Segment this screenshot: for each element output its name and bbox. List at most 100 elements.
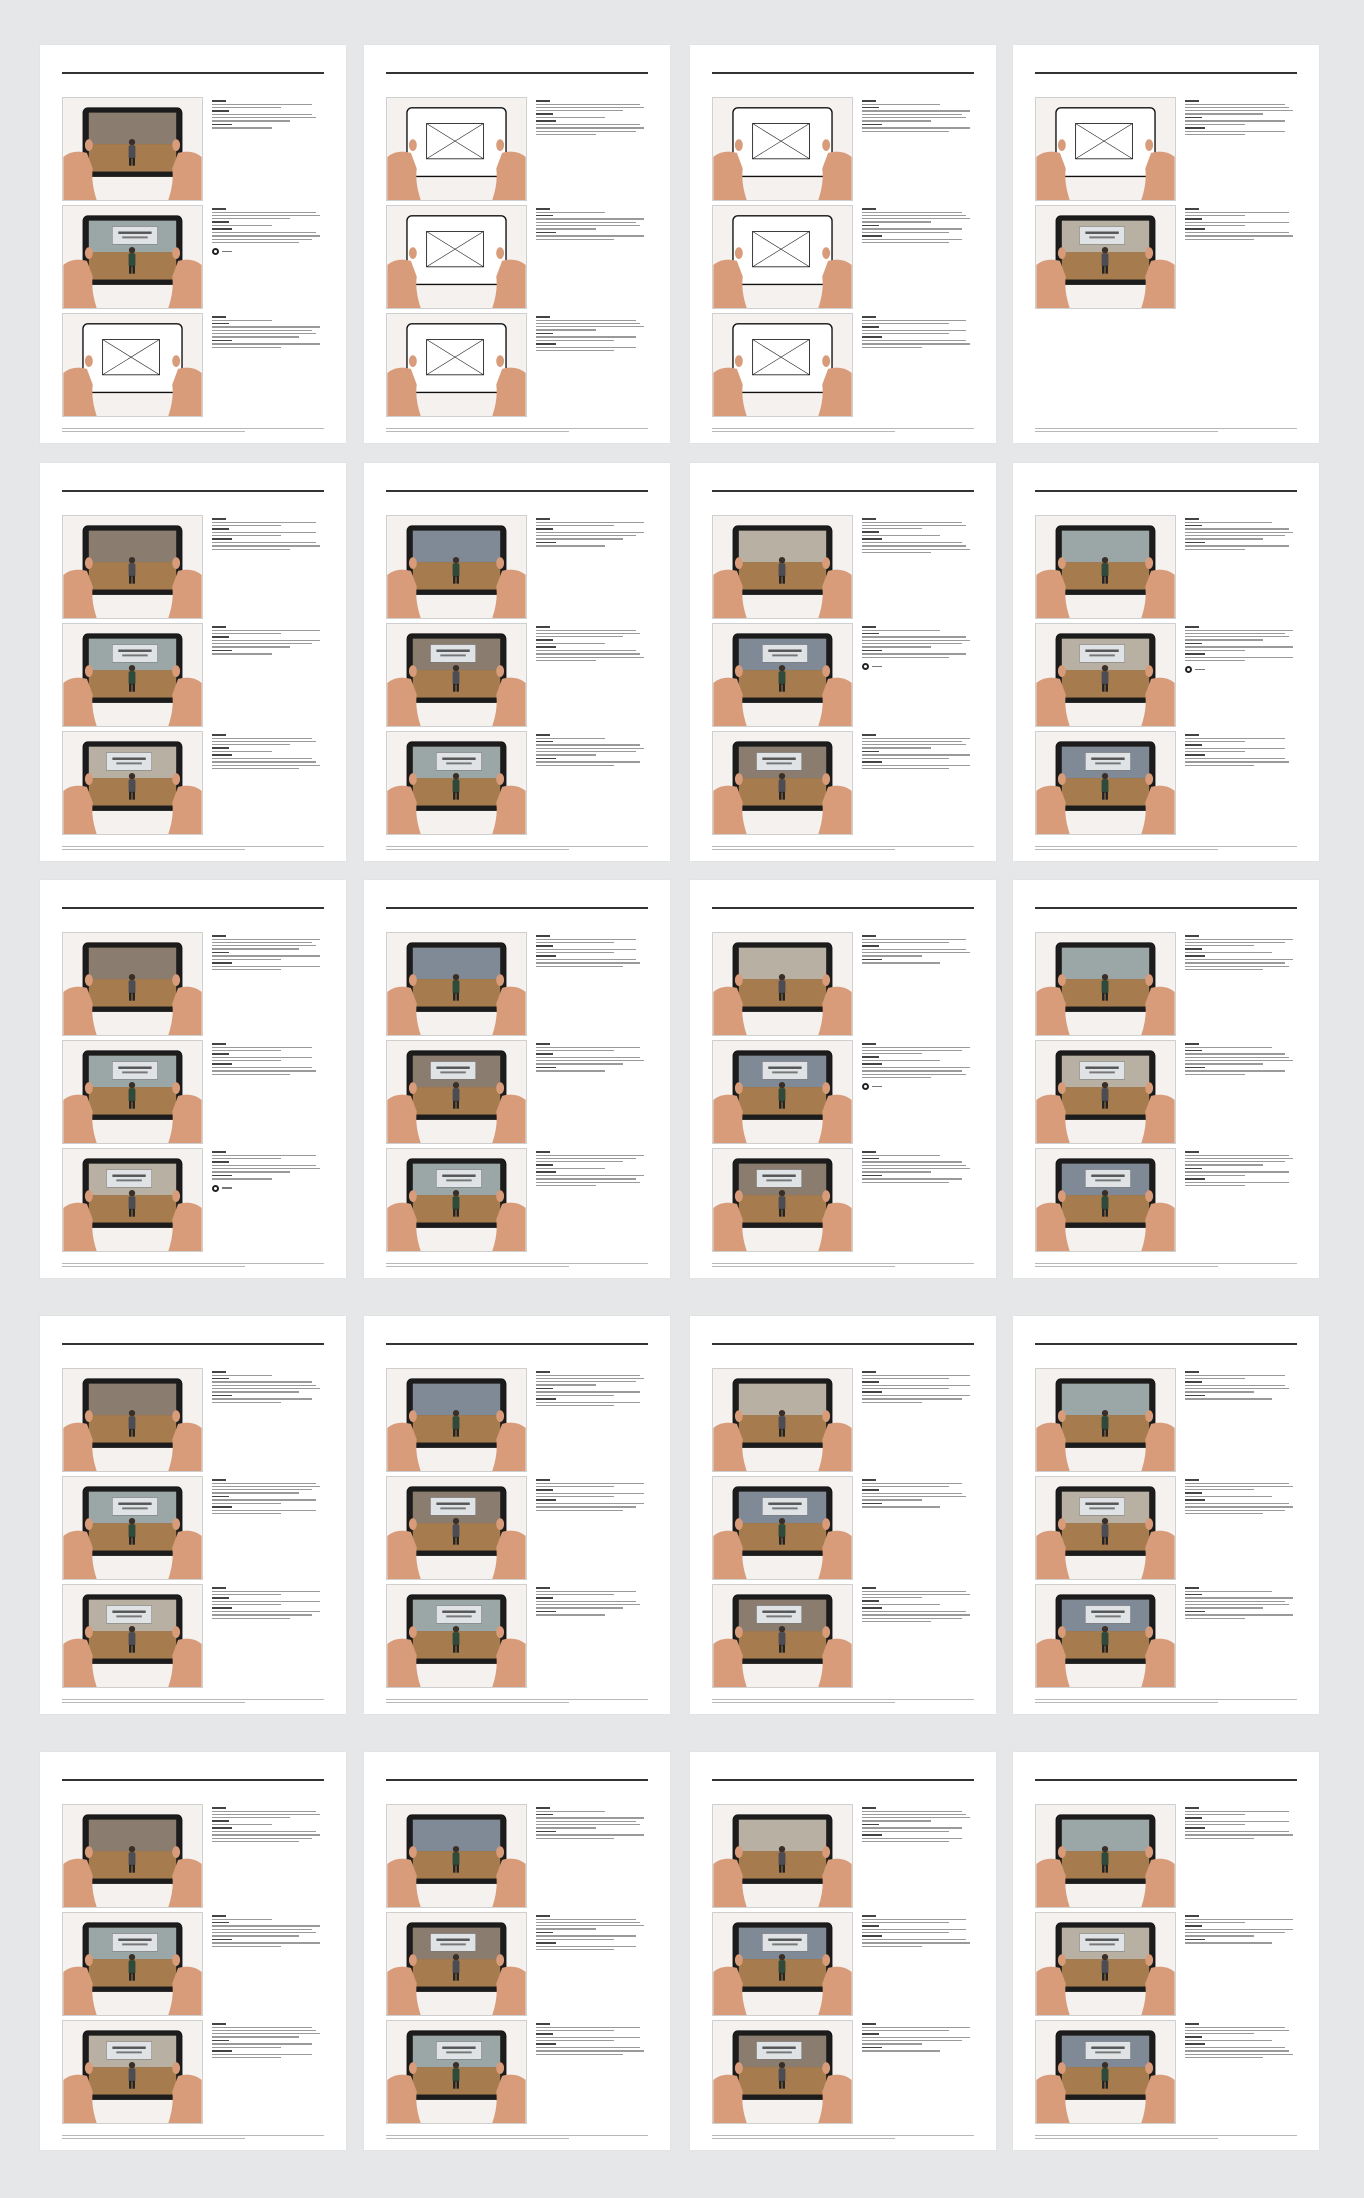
note-text-line: [536, 1377, 644, 1380]
note-text-line: [536, 1381, 636, 1383]
note-heading-placeholder: [862, 1381, 879, 1383]
scene-notes: [212, 313, 324, 348]
tablet-illustration: [63, 1041, 202, 1143]
right-thumb: [822, 557, 831, 569]
note-text-line: [862, 1374, 970, 1376]
note-text-line: [862, 127, 970, 129]
sketch-line: [752, 231, 810, 268]
note-heading-placeholder: [212, 961, 232, 964]
note-text-line: [536, 962, 640, 964]
note-text-line: [1185, 113, 1263, 115]
figure-body: [778, 2068, 786, 2082]
note-text-line: [536, 643, 605, 645]
tablet-illustration: [1036, 1585, 1175, 1687]
note-text-line: [212, 1374, 272, 1376]
note-text-line: [212, 1073, 290, 1075]
left-thumb: [84, 1626, 93, 1638]
figure-body: [778, 563, 786, 577]
footer-line: [386, 1699, 648, 1700]
left-hand: [387, 2074, 421, 2123]
left-thumb: [84, 2062, 93, 2074]
right-hand: [492, 1094, 526, 1143]
note-text-line: [862, 1932, 949, 1934]
projected-panel: [1079, 1497, 1125, 1516]
note-text-line: [536, 211, 605, 213]
note-text-line: [862, 528, 922, 530]
left-thumb: [84, 355, 93, 367]
figure-head: [1101, 973, 1109, 981]
note-text-line: [536, 764, 614, 766]
right-hand: [492, 785, 526, 834]
right-thumb: [1145, 1954, 1154, 1966]
footer-line: [712, 1263, 974, 1264]
right-hand: [492, 1530, 526, 1579]
storyboard-page: [364, 1316, 670, 1714]
note-text-line: [1185, 2029, 1289, 2032]
figure-body: [128, 1524, 136, 1538]
tablet-illustration: [1036, 1913, 1175, 2015]
note-text-line: [1185, 123, 1245, 125]
note-text-line: [536, 1607, 623, 1609]
panel-heading-bar: [768, 649, 802, 652]
tablet-illustration: [63, 933, 202, 1035]
note-text-line: [212, 1485, 320, 1488]
figure-head: [128, 1517, 136, 1525]
projected-panel: [1085, 1169, 1131, 1188]
scene-frame: [386, 515, 527, 619]
panel-subheading-bar: [440, 1507, 466, 1510]
note-text-line: [212, 1593, 281, 1596]
note-text-line: [1185, 958, 1293, 961]
note-heading-placeholder: [212, 1053, 229, 1055]
note-heading-placeholder: [1185, 1499, 1205, 1501]
scene-frame: [62, 1584, 203, 1688]
note-text-line: [1185, 1485, 1293, 1488]
footer-line: [62, 1701, 246, 1703]
note-text-line: [1185, 535, 1285, 537]
note-text-line: [212, 1046, 312, 1048]
note-heading-placeholder: [536, 541, 556, 544]
figure-leg-right: [132, 1864, 135, 1873]
note-text-line: [212, 1817, 290, 1819]
scene-frame: [712, 313, 853, 417]
figure-head: [1101, 1953, 1109, 1961]
note-heading-placeholder: [212, 951, 229, 954]
right-hand: [492, 569, 526, 618]
figure-leg-left: [1102, 1428, 1105, 1437]
scene-frame: [1035, 1584, 1176, 1688]
projected-panel: [436, 1169, 482, 1188]
note-text-line: [536, 1614, 605, 1616]
figure-head: [778, 1845, 786, 1853]
note-text-line: [862, 1620, 931, 1623]
scene-notes: [212, 205, 324, 256]
scene-notes: [862, 1148, 974, 1183]
figure-leg-right: [782, 1864, 785, 1873]
left-hand: [387, 1202, 421, 1251]
right-thumb: [172, 1846, 181, 1858]
note-heading-placeholder: [536, 231, 556, 234]
figure-head: [128, 1189, 136, 1197]
figure-leg-left: [1102, 265, 1105, 274]
panel-heading-bar: [436, 649, 470, 652]
panel-heading-bar: [762, 1174, 796, 1177]
scene-notes: [1185, 205, 1297, 240]
page-footer: [386, 846, 648, 852]
projected-panel: [756, 2041, 802, 2060]
panel-subheading-bar: [440, 654, 466, 657]
figure-leg-left: [453, 1100, 456, 1109]
left-thumb: [408, 1846, 417, 1858]
note-text-line: [862, 329, 966, 332]
scene-notes: [1185, 932, 1297, 971]
note-text-line: [536, 133, 596, 136]
note-text-line: [536, 319, 636, 321]
projected-panel: [106, 1169, 152, 1188]
footer-line: [712, 1699, 974, 1700]
note-heading-placeholder: [212, 110, 229, 112]
note-text-line: [212, 740, 316, 743]
footer-line: [62, 2137, 246, 2139]
note-text-line: [536, 1817, 644, 1819]
figure-head: [128, 1081, 136, 1089]
figure-leg-right: [1105, 992, 1108, 1001]
note-text-line: [536, 1827, 596, 1829]
note-heading-placeholder: [536, 1941, 556, 1944]
figure-leg-left: [779, 1972, 782, 1981]
